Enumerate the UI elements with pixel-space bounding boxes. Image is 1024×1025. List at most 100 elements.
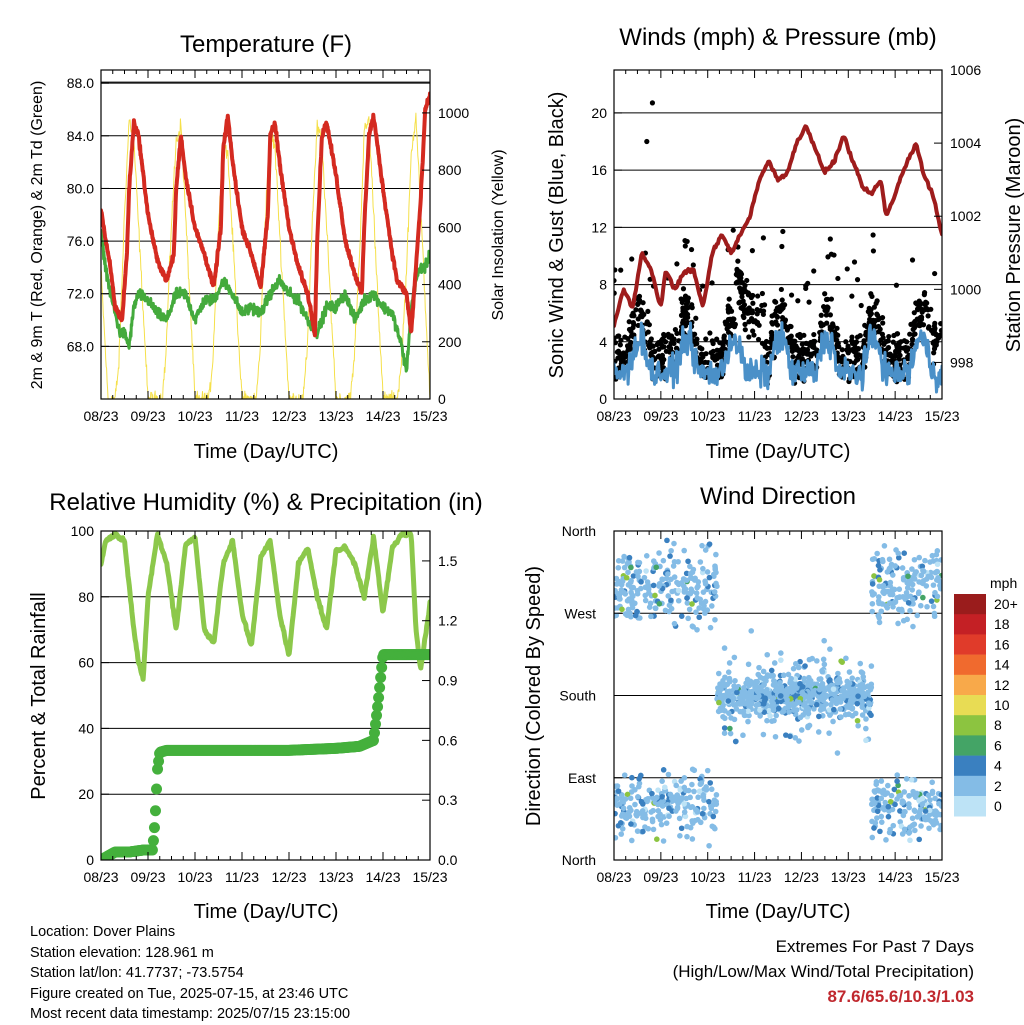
wind-direction-point — [760, 675, 767, 682]
wind-direction-point — [916, 797, 922, 804]
legend-label: 12 — [994, 677, 1010, 693]
x-tick-label: 12/23 — [784, 869, 819, 885]
wind-direction-point — [727, 730, 734, 737]
gust-point — [827, 236, 833, 242]
wind-direction-point — [703, 787, 710, 793]
gust-point — [746, 305, 752, 311]
gust-point — [688, 246, 695, 253]
gust-point — [614, 277, 617, 284]
gust-point — [868, 291, 874, 297]
gust-point — [824, 320, 830, 326]
wind-direction-point — [900, 576, 907, 583]
wind-direction-point — [915, 590, 922, 597]
wind-direction-point — [753, 695, 759, 702]
wind-direction-point — [841, 685, 847, 692]
wind-direction-point — [639, 808, 646, 814]
wind-direction-point — [700, 792, 706, 798]
wind-direction-point — [768, 703, 775, 709]
wind-direction-point — [726, 688, 733, 695]
wind-direction-point — [910, 576, 916, 582]
wind-direction-point — [643, 568, 649, 574]
wind-direction-plot-area: 08/23 09/23 10/23 11/23 12/23 13/23 14/23 15/23… — [559, 523, 959, 885]
x-tick-label: 13/23 — [831, 869, 866, 885]
wind-direction-point — [683, 577, 690, 584]
gust-point — [751, 332, 757, 338]
wind-direction-point — [619, 792, 625, 798]
wind-direction-point — [696, 605, 702, 611]
precipitation-point — [368, 727, 380, 739]
y2-tick-label: 0.6 — [438, 732, 458, 748]
extremes-box: Extremes For Past 7 Days (High/Low/Max W… — [673, 934, 974, 1009]
wind-speed-line — [614, 321, 942, 394]
wind-direction-point — [869, 608, 876, 615]
wind-direction-point — [859, 712, 866, 718]
wind-direction-point — [816, 676, 823, 682]
gust-point — [745, 290, 751, 296]
wind-direction-point — [671, 558, 678, 565]
gust-point — [799, 356, 805, 362]
wind-direction-point — [908, 776, 915, 783]
wind-direction-point — [676, 815, 683, 822]
wind-direction-point — [622, 796, 629, 802]
wind-direction-point — [681, 775, 688, 781]
gust-point — [739, 280, 745, 286]
gust-point — [661, 357, 667, 363]
wind-direction-point — [710, 824, 717, 831]
wind-direction-point — [755, 671, 762, 678]
gust-point — [936, 333, 942, 339]
wind-direction-point — [859, 670, 866, 676]
wind-direction-point — [869, 796, 875, 803]
gust-point — [806, 299, 812, 305]
wind-direction-point — [698, 780, 705, 786]
wind-direction-point — [830, 686, 837, 692]
y-tick-label: 100 — [71, 523, 95, 539]
gust-point — [912, 323, 918, 329]
gust-point — [769, 313, 775, 319]
wind-direction-point — [656, 550, 662, 556]
y-tick-label: 4 — [599, 334, 607, 350]
gust-point — [925, 313, 931, 319]
wind-direction-point — [628, 807, 634, 814]
gust-point — [825, 254, 831, 260]
wind-direction-point — [690, 624, 696, 630]
wind-direction-point — [677, 787, 684, 793]
wind-direction-point — [911, 821, 918, 827]
wind-direction-point — [909, 587, 916, 593]
wind-direction-point — [640, 828, 646, 835]
wind-direction-point — [768, 667, 775, 674]
wind-direction-point — [857, 660, 864, 667]
gust-point — [810, 344, 816, 350]
wind-direction-point — [817, 707, 824, 713]
wind-direction-point — [725, 698, 732, 704]
gust-point — [861, 338, 867, 344]
wind-direction-point — [671, 574, 678, 580]
wind-direction-point — [914, 612, 921, 619]
wind-direction-point — [725, 669, 732, 675]
wind-direction-point — [646, 604, 653, 610]
wind-direction-point — [816, 686, 823, 693]
wind-direction-point — [649, 790, 655, 797]
gust-point — [759, 290, 765, 297]
wind-direction-point — [909, 815, 916, 822]
wind-direction-point — [899, 831, 906, 837]
wind-direction-point — [650, 826, 657, 833]
gust-point — [764, 359, 770, 365]
plot-frame — [100, 69, 431, 400]
wind-direction-point — [892, 801, 898, 808]
wind-direction-point — [711, 589, 718, 595]
wind-direction-point — [684, 595, 690, 601]
wind-direction-point — [694, 595, 701, 601]
wind-direction-point — [668, 547, 674, 554]
gust-point — [649, 343, 655, 349]
y2-tick-label: 1004 — [950, 135, 981, 151]
wind-direction-point — [655, 787, 661, 793]
wind-direction-point — [649, 818, 656, 825]
wind-direction-point — [889, 806, 896, 813]
wind-direction-point — [701, 805, 707, 812]
wind-direction-point — [674, 579, 680, 586]
wind-direction-point — [863, 737, 869, 744]
winds-title: Winds (mph) & Pressure (mb) — [619, 24, 936, 51]
wind-direction-point — [917, 602, 924, 609]
y-tick-label: 40 — [78, 720, 94, 736]
gust-peak-point — [649, 100, 656, 106]
